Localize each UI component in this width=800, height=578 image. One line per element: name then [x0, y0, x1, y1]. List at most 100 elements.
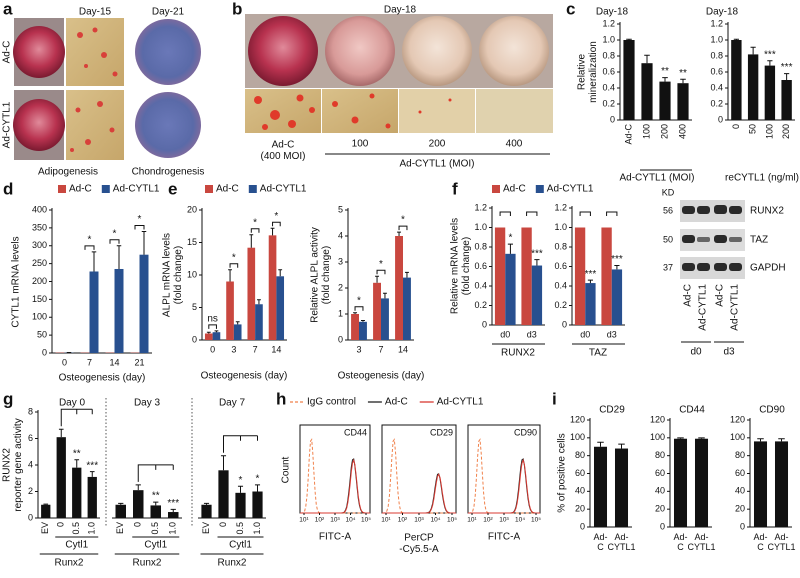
bar [114, 268, 124, 353]
y-tick-label: 20 [187, 204, 197, 214]
bar [255, 304, 263, 340]
chart-title: Day-18 [596, 7, 629, 18]
significance: *** [611, 254, 623, 265]
error-bar [534, 259, 540, 266]
kd-label: KD [662, 187, 675, 197]
y-tick-label: 350 [32, 222, 47, 232]
error-bar [397, 231, 402, 236]
chart-title: Day 3 [134, 398, 161, 409]
legend-label: Ad-C [385, 397, 408, 408]
y-tick-label: 0.8 [474, 241, 487, 251]
y-tick-label: 0 [192, 334, 197, 344]
x-tick-label: 7 [253, 344, 258, 354]
x-tick-label: 1.0 [252, 522, 262, 535]
error-bar [662, 77, 668, 82]
x-axis-label: PerCP -Cy5.5-A [399, 532, 439, 555]
y-tick-label: 0 [660, 521, 665, 531]
lane-label: Ad-CYTL1 [730, 284, 741, 331]
x-tick-label: 100 [641, 124, 651, 139]
bar [247, 247, 256, 340]
error-bar [698, 437, 705, 439]
y-tick-label: 0.2 [602, 98, 615, 108]
bar [226, 281, 234, 340]
x-tick-label: Ad-CYTL1 [687, 532, 715, 552]
bar [359, 321, 367, 340]
x-tick-label: 10⁵ [361, 517, 371, 524]
bar [694, 438, 709, 527]
error-bar [249, 234, 254, 248]
bar [201, 504, 212, 518]
x-tick-label: 10³ [499, 517, 509, 524]
legend-swatch [58, 185, 66, 193]
y-tick-label: 120 [650, 414, 665, 424]
bar [212, 332, 221, 340]
legend-label: Ad-C [69, 184, 92, 195]
significance: * [256, 474, 260, 485]
x-tick-label: 7 [378, 344, 383, 354]
y-axis-label: Count [281, 456, 292, 483]
bar [89, 271, 99, 353]
chart-title: Day 7 [219, 398, 246, 409]
row-label: Ad-C [2, 41, 13, 64]
y-axis-label: Relative mRNA levels(fold change) [449, 218, 472, 314]
x-tick-label: Ad-C [623, 124, 633, 145]
legend-swatch [248, 185, 257, 193]
x-tick-label: 7 [87, 357, 92, 367]
bar [139, 254, 149, 353]
x-tick-label: 0 [56, 522, 66, 527]
x-tick-label: 50 [748, 124, 758, 134]
y-tick-label: 0.4 [602, 82, 615, 92]
bracket [208, 324, 217, 329]
marker-label: 37 [663, 262, 673, 272]
group-label: Cytl1 [65, 540, 88, 551]
bar [235, 492, 246, 518]
bracket [60, 408, 93, 427]
bar [150, 505, 161, 518]
y-tick-label: 120 [570, 414, 585, 424]
y-tick-label: 0.8 [554, 241, 567, 251]
error-bar [626, 38, 632, 40]
bar [373, 282, 381, 340]
bracket [398, 225, 408, 231]
bar [641, 63, 653, 120]
panel-label: d [3, 179, 13, 198]
bar [276, 276, 285, 340]
x-tick-label: 0 [731, 124, 741, 129]
marker-label: 50 [663, 234, 673, 244]
y-tick-label: 1 [338, 308, 343, 318]
x-tick-label: Ad-CYTL1 [767, 532, 795, 552]
bracket [606, 211, 618, 216]
bracket [579, 211, 591, 216]
bracket [272, 221, 281, 227]
significance: * [357, 295, 361, 306]
bar [204, 333, 213, 340]
y-tick-label: 0.4 [710, 82, 723, 92]
y-tick-label: 0.6 [602, 66, 615, 76]
y-tick-label: 3 [338, 256, 343, 266]
y-axis-label: % of positive cells [557, 433, 568, 512]
x-tick-label: 10⁴ [345, 517, 355, 524]
x-tick-label: 100 [764, 124, 774, 139]
x-tick-label: 14 [109, 357, 119, 367]
x-tick-label: 0.5 [71, 522, 81, 535]
x-tick-label: 10³ [330, 517, 340, 524]
histogram-curve [468, 438, 540, 514]
y-tick-label: 15 [187, 237, 197, 247]
x-tick-label: 3 [356, 344, 361, 354]
y-tick-label: 0.2 [554, 300, 567, 310]
bar [268, 235, 277, 340]
error-bar [587, 279, 594, 284]
bracket [134, 224, 145, 230]
error-bar [257, 299, 261, 305]
error-bar [360, 320, 365, 322]
significance: * [508, 233, 512, 244]
legend-swatch [205, 185, 213, 193]
y-tick-label: 1.2 [474, 202, 487, 212]
x-axis-label: Osteogenesis (day) [338, 371, 425, 382]
column-label: 200 [429, 139, 446, 150]
x-tick-label: 3 [231, 344, 236, 354]
error-bar [784, 73, 790, 80]
bar [168, 512, 179, 518]
legend-label: Ad-C [216, 184, 239, 195]
